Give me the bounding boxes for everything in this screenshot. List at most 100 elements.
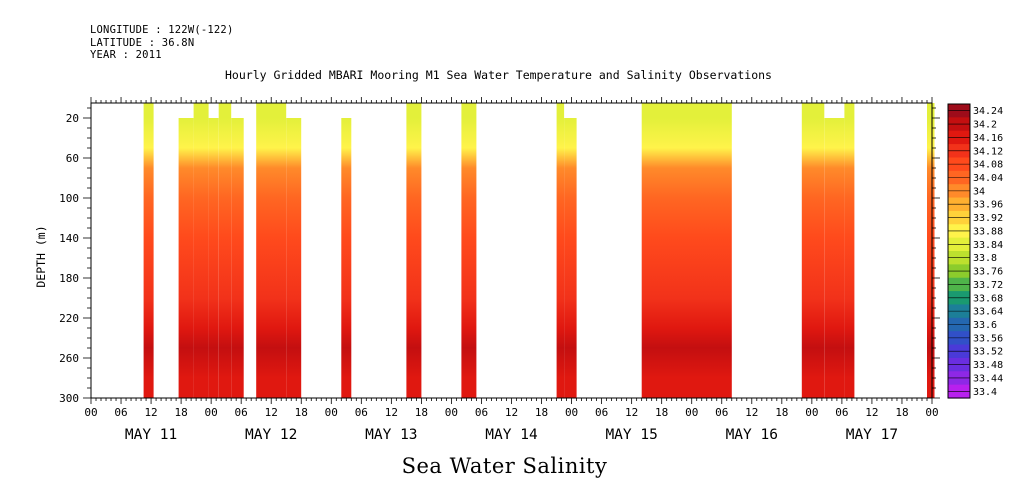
colorbar-label: 33.96 xyxy=(973,200,1003,211)
x-hour-tick-label: 12 xyxy=(625,406,638,419)
colorbar-swatch xyxy=(948,170,970,185)
colorbar-frame xyxy=(947,103,971,399)
colorbar-swatch xyxy=(948,197,970,212)
x-hour-tick-label: 18 xyxy=(415,406,428,419)
x-hour-tick-label: 06 xyxy=(235,406,248,419)
x-day-label: MAY 14 xyxy=(485,427,538,443)
data-segment xyxy=(824,118,845,398)
x-hour-tick-label: 18 xyxy=(775,406,788,419)
x-hour-tick-label: 18 xyxy=(535,406,548,419)
x-hour-tick-label: 18 xyxy=(174,406,187,419)
year-label: YEAR : 2011 xyxy=(90,49,162,61)
colorbar-label: 33.6 xyxy=(973,320,997,331)
data-segment xyxy=(256,103,287,398)
colorbar-label: 34.16 xyxy=(973,133,1003,144)
x-hour-tick-label: 00 xyxy=(84,406,97,419)
data-segment xyxy=(406,103,422,398)
colorbar-label: 34.04 xyxy=(973,173,1003,184)
x-hour-tick-label: 12 xyxy=(865,406,878,419)
data-segment xyxy=(178,118,194,398)
data-segment xyxy=(218,103,232,398)
y-tick-label: 140 xyxy=(59,232,79,245)
x-hour-tick-label: 12 xyxy=(385,406,398,419)
colorbar-label: 34.12 xyxy=(973,146,1003,157)
x-hour-tick-label: 18 xyxy=(295,406,308,419)
latitude-label: LATITUDE : 36.8N xyxy=(90,36,195,49)
x-hour-tick-label: 12 xyxy=(265,406,278,419)
x-hour-tick-label: 06 xyxy=(835,406,848,419)
colorbar-swatch xyxy=(948,237,970,252)
data-segment xyxy=(641,103,732,398)
x-hour-tick-label: 06 xyxy=(595,406,608,419)
data-segment xyxy=(801,103,825,398)
colorbar-label: 33.48 xyxy=(973,360,1003,371)
colorbar-label: 33.44 xyxy=(973,373,1003,384)
x-hour-tick-label: 00 xyxy=(205,406,218,419)
data-segment xyxy=(193,103,209,398)
x-hour-tick-label: 00 xyxy=(325,406,338,419)
colorbar-label: 33.64 xyxy=(973,307,1003,318)
colorbar-label: 33.4 xyxy=(973,387,997,398)
x-hour-tick-label: 00 xyxy=(925,406,938,419)
salinity-chart: 00 06 12 18 00 06 12 18 00 06 12 18 00 06 12 18 00 06 12 18… xyxy=(34,97,1003,443)
colorbar-label: 33.72 xyxy=(973,280,1003,291)
x-day-label: MAY 11 xyxy=(125,427,177,443)
colorbar-label: 33.56 xyxy=(973,333,1003,344)
colorbar-label: 34.2 xyxy=(973,120,997,131)
y-tick-label: 180 xyxy=(59,272,79,285)
y-tick-label: 60 xyxy=(66,152,79,165)
location-metadata: LONGITUDE : 122W(-122) LATITUDE : 36.8N … xyxy=(90,24,233,62)
y-tick-label: 260 xyxy=(59,352,79,365)
y-axis-label: DEPTH (m) xyxy=(34,225,48,287)
colorbar-label: 33.52 xyxy=(973,347,1003,358)
data-segment xyxy=(286,118,302,398)
x-day-label: MAY 12 xyxy=(245,427,297,443)
chart-title: Hourly Gridded MBARI Mooring M1 Sea Wate… xyxy=(225,68,772,82)
colorbar-label: 34.08 xyxy=(973,160,1003,171)
x-hour-tick-label: 06 xyxy=(475,406,488,419)
y-tick-label: 20 xyxy=(66,112,79,125)
data-segment xyxy=(143,103,154,398)
colorbar-swatch xyxy=(948,344,970,359)
x-day-label: MAY 13 xyxy=(365,427,417,443)
data-segment xyxy=(927,103,935,398)
colorbar-label: 34 xyxy=(973,186,985,197)
x-hour-tick-label: 00 xyxy=(445,406,458,419)
colorbar-swatch xyxy=(948,384,970,399)
x-hour-tick-label: 12 xyxy=(144,406,157,419)
x-day-label: MAY 16 xyxy=(726,427,778,443)
x-hour-tick-label: 12 xyxy=(505,406,518,419)
y-tick-label: 100 xyxy=(59,192,79,205)
x-hour-tick-label: 00 xyxy=(805,406,818,419)
y-tick-label: 300 xyxy=(59,392,79,405)
colorbar-label: 33.68 xyxy=(973,293,1003,304)
colorbar-swatch xyxy=(948,277,970,292)
x-hour-tick-label: 00 xyxy=(565,406,578,419)
x-hour-tick-label: 06 xyxy=(114,406,127,419)
data-segment xyxy=(844,103,855,398)
data-segment xyxy=(564,118,577,398)
variable-title: Sea Water Salinity xyxy=(401,454,608,478)
x-hour-tick-label: 00 xyxy=(685,406,698,419)
colorbar-label: 33.88 xyxy=(973,226,1003,237)
colorbar-swatch xyxy=(948,130,970,145)
colorbar-label: 34.24 xyxy=(973,106,1003,117)
longitude-label: LONGITUDE : 122W(-122) xyxy=(90,24,234,36)
colorbar-label: 33.76 xyxy=(973,267,1003,278)
x-hour-tick-label: 06 xyxy=(715,406,728,419)
colorbar: 34.24 34.2 34.16 34.12 34.08 34.04 34 33.96 33.9… xyxy=(947,103,1003,399)
colorbar-label: 33.8 xyxy=(973,253,997,264)
x-hour-tick-label: 18 xyxy=(895,406,908,419)
y-tick-label: 220 xyxy=(59,312,79,325)
data-segment xyxy=(341,118,352,398)
x-hour-tick-label: 06 xyxy=(355,406,368,419)
x-day-label: MAY 15 xyxy=(605,427,657,443)
data-segment xyxy=(556,103,565,398)
data-segment xyxy=(208,118,219,398)
x-day-label: MAY 17 xyxy=(846,427,898,443)
data-segment xyxy=(461,103,477,398)
axes: 00 06 12 18 00 06 12 18 00 06 12 18 00 06 12 18 00 06 12 18… xyxy=(34,97,940,443)
colorbar-label: 33.84 xyxy=(973,240,1003,251)
colorbar-label: 33.92 xyxy=(973,213,1003,224)
data-segment xyxy=(231,118,244,398)
